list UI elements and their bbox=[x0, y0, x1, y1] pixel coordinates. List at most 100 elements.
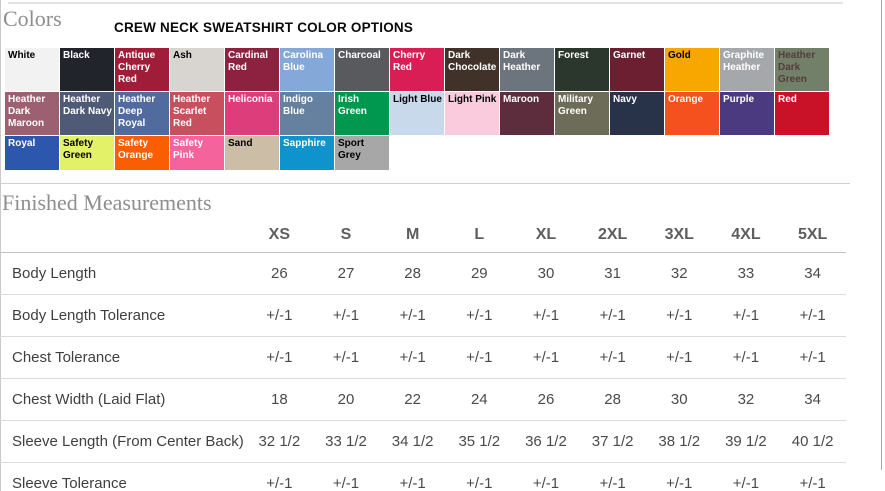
measurement-value: +/-1 bbox=[246, 294, 313, 337]
size-column-header: XL bbox=[512, 218, 580, 253]
color-swatch-label: Royal bbox=[8, 138, 36, 149]
measurement-value: +/-1 bbox=[445, 336, 513, 379]
size-column-header: 3XL bbox=[645, 218, 713, 253]
size-column-header: M bbox=[379, 218, 446, 253]
measurement-label: Body Length bbox=[0, 252, 246, 295]
measurement-value: 34 bbox=[779, 252, 846, 295]
color-swatch-heather-deep-royal: Heather Deep Royal bbox=[115, 92, 169, 135]
color-swatch-label: Charcoal bbox=[338, 50, 381, 61]
color-swatch-label: Navy bbox=[613, 94, 637, 105]
color-swatch-label: Safety Green bbox=[63, 138, 94, 161]
color-swatch-label: White bbox=[8, 50, 36, 61]
size-column-header: S bbox=[312, 218, 380, 253]
measurement-label: Chest Width (Laid Flat) bbox=[0, 378, 246, 421]
color-swatch-forest: Forest bbox=[555, 48, 609, 91]
color-swatch-grid: White Black Antique Cherry Red Ash Cardinal … bbox=[5, 48, 829, 170]
measurement-value: 31 bbox=[579, 252, 646, 295]
measurement-value: +/-1 bbox=[712, 336, 780, 379]
color-swatch-label: Garnet bbox=[613, 50, 646, 61]
size-column-header: 5XL bbox=[779, 218, 846, 253]
measurements-section-heading: Finished Measurements bbox=[2, 190, 212, 215]
color-swatch-gold: Gold bbox=[665, 48, 719, 91]
color-swatch-indigo-blue: Indigo Blue bbox=[280, 92, 334, 135]
measurement-value: 28 bbox=[579, 378, 646, 421]
section-divider bbox=[0, 183, 850, 184]
measurement-value: 30 bbox=[512, 252, 580, 295]
measurement-value: +/-1 bbox=[512, 462, 580, 491]
measurement-row: Sleeve Length (From Center Back) 32 1/2 33… bbox=[0, 420, 846, 463]
measurement-value: +/-1 bbox=[645, 336, 713, 379]
measurement-value: 32 1/2 bbox=[246, 420, 313, 463]
color-swatch-label: Sand bbox=[228, 138, 253, 149]
measurement-value: 20 bbox=[312, 378, 380, 421]
color-swatch-label: Sapphire bbox=[283, 138, 326, 149]
measurement-value: 36 1/2 bbox=[512, 420, 580, 463]
color-swatch-safety-pink: Safety Pink bbox=[170, 136, 224, 170]
measurement-value: +/-1 bbox=[379, 294, 446, 337]
color-swatch-graphite-heather: Graphite Heather bbox=[720, 48, 774, 91]
measurement-label: Chest Tolerance bbox=[0, 336, 246, 379]
measurement-label: Sleeve Length (From Center Back) bbox=[0, 420, 246, 463]
color-swatch-label: Cardinal Red bbox=[228, 50, 269, 73]
color-swatch-cherry-red: Cherry Red bbox=[390, 48, 444, 91]
color-swatch-label: Cherry Red bbox=[393, 50, 426, 73]
color-swatch-label: Ash bbox=[173, 50, 192, 61]
color-swatch-label: Light Pink bbox=[448, 94, 497, 105]
color-swatch-white: White bbox=[5, 48, 59, 91]
measurement-value: 34 1/2 bbox=[379, 420, 446, 463]
color-swatch-purple: Purple bbox=[720, 92, 774, 135]
color-swatch-heather-dark-maroon: Heather Dark Maroon bbox=[5, 92, 59, 135]
color-swatch-navy: Navy bbox=[610, 92, 664, 135]
color-swatch-sport-grey: Sport Grey bbox=[335, 136, 389, 170]
measurement-value: 24 bbox=[445, 378, 513, 421]
right-border bbox=[881, 0, 882, 470]
size-column-header: 2XL bbox=[579, 218, 646, 253]
color-swatch-label: Dark Chocolate bbox=[448, 50, 497, 73]
size-column-header: XS bbox=[246, 218, 313, 253]
measurement-value: 34 bbox=[779, 378, 846, 421]
measurement-value: 37 1/2 bbox=[579, 420, 646, 463]
color-swatch-label: Irish Green bbox=[338, 94, 367, 117]
measurement-value: +/-1 bbox=[712, 294, 780, 337]
color-swatch-heliconia: Heliconia bbox=[225, 92, 279, 135]
measurement-value: +/-1 bbox=[379, 336, 446, 379]
measurement-value: +/-1 bbox=[579, 336, 646, 379]
color-swatch-dark-heather: Dark Heather bbox=[500, 48, 554, 91]
measurement-value: 29 bbox=[445, 252, 513, 295]
color-swatch-label: Purple bbox=[723, 94, 755, 105]
color-swatch-sand: Sand bbox=[225, 136, 279, 170]
color-swatch-label: Forest bbox=[558, 50, 589, 61]
colors-section-heading: Colors bbox=[3, 6, 62, 31]
color-swatch-antique-cherry-red: Antique Cherry Red bbox=[115, 48, 169, 91]
color-swatch-label: Maroon bbox=[503, 94, 540, 105]
color-swatch-safety-green: Safety Green bbox=[60, 136, 114, 170]
measurement-value: +/-1 bbox=[779, 294, 846, 337]
color-swatch-charcoal: Charcoal bbox=[335, 48, 389, 91]
swatch-row: Heather Dark Maroon Heather Dark Navy Heat… bbox=[5, 92, 829, 135]
measurement-value: 18 bbox=[246, 378, 313, 421]
measurement-value: 33 bbox=[712, 252, 780, 295]
swatch-row: White Black Antique Cherry Red Ash Cardinal … bbox=[5, 48, 829, 91]
color-swatch-military-green: Military Green bbox=[555, 92, 609, 135]
measurement-row: Chest Width (Laid Flat) 18 20 22 24 26 28 30 32 3… bbox=[0, 378, 846, 421]
measurement-value: +/-1 bbox=[246, 462, 313, 491]
color-swatch-label: Heather Dark Navy bbox=[63, 94, 112, 117]
color-swatch-ash: Ash bbox=[170, 48, 224, 91]
measurements-table: XS S M L XL 2XL 3XL 4XL 5XL Body Length 26 27 28 29 3… bbox=[0, 218, 846, 491]
measurement-value: +/-1 bbox=[445, 462, 513, 491]
measurement-value: +/-1 bbox=[779, 462, 846, 491]
measurement-value: 32 bbox=[712, 378, 780, 421]
measurement-value: +/-1 bbox=[512, 294, 580, 337]
color-swatch-label: Heather Dark Green bbox=[778, 50, 816, 85]
color-swatch-garnet: Garnet bbox=[610, 48, 664, 91]
measurement-value: 27 bbox=[312, 252, 380, 295]
color-swatch-label: Safety Pink bbox=[173, 138, 204, 161]
size-column-header: 4XL bbox=[712, 218, 780, 253]
size-header-row: XS S M L XL 2XL 3XL 4XL 5XL bbox=[0, 218, 846, 253]
color-swatch-label: Gold bbox=[668, 50, 691, 61]
measurement-value: 40 1/2 bbox=[779, 420, 846, 463]
measurement-value: 26 bbox=[246, 252, 313, 295]
color-swatch-label: Heliconia bbox=[228, 94, 273, 105]
color-swatch-label: Safety Orange bbox=[118, 138, 154, 161]
